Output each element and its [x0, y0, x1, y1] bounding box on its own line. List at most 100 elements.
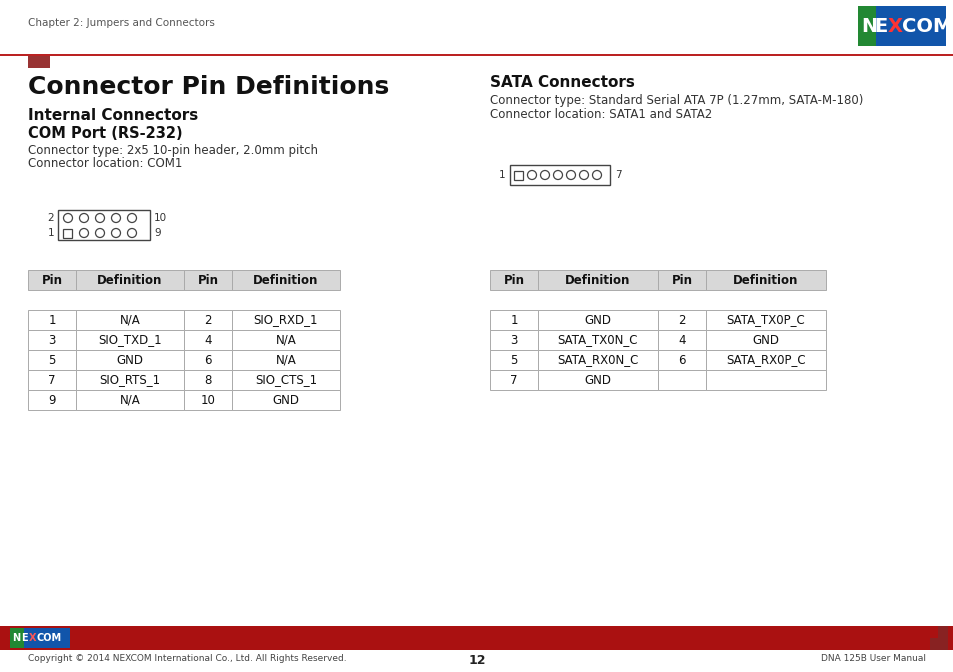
Bar: [0, 54, 953, 56]
Bar: [705, 330, 825, 350]
Bar: [10, 628, 70, 648]
Text: X: X: [29, 633, 36, 643]
Bar: [184, 390, 232, 410]
Text: 7: 7: [49, 374, 55, 386]
Text: 1: 1: [497, 170, 504, 180]
Bar: [537, 350, 658, 370]
Text: 2: 2: [204, 314, 212, 327]
Bar: [705, 270, 825, 290]
Bar: [232, 350, 339, 370]
Text: 9: 9: [49, 394, 55, 407]
Text: Definition: Definition: [97, 274, 163, 286]
Bar: [64, 228, 72, 237]
Text: N/A: N/A: [275, 353, 296, 366]
Bar: [232, 330, 339, 350]
Text: SIO_RXD_1: SIO_RXD_1: [253, 314, 318, 327]
Text: 8: 8: [204, 374, 212, 386]
Bar: [184, 310, 232, 330]
Bar: [658, 270, 705, 290]
Text: Pin: Pin: [671, 274, 692, 286]
Bar: [76, 350, 184, 370]
Text: 1: 1: [48, 228, 54, 238]
Text: GND: GND: [116, 353, 143, 366]
Text: 6: 6: [204, 353, 212, 366]
Text: 12: 12: [468, 654, 485, 667]
Text: COM Port (RS-232): COM Port (RS-232): [28, 126, 182, 141]
Bar: [929, 638, 947, 650]
Bar: [76, 370, 184, 390]
Bar: [514, 171, 523, 179]
Bar: [0, 626, 953, 650]
Text: N: N: [12, 633, 20, 643]
Text: E: E: [21, 633, 28, 643]
Bar: [490, 370, 537, 390]
Bar: [28, 350, 76, 370]
Bar: [490, 270, 537, 290]
Bar: [76, 270, 184, 290]
Text: 6: 6: [678, 353, 685, 366]
Bar: [76, 330, 184, 350]
Bar: [184, 330, 232, 350]
Text: Connector location: SATA1 and SATA2: Connector location: SATA1 and SATA2: [490, 108, 712, 121]
Text: N/A: N/A: [275, 333, 296, 347]
Text: 1: 1: [510, 314, 517, 327]
Text: Internal Connectors: Internal Connectors: [28, 108, 198, 123]
Bar: [28, 270, 76, 290]
Bar: [537, 370, 658, 390]
Text: GND: GND: [584, 374, 611, 386]
Text: 9: 9: [153, 228, 160, 238]
Bar: [232, 390, 339, 410]
Bar: [537, 310, 658, 330]
Text: 2: 2: [678, 314, 685, 327]
Bar: [490, 350, 537, 370]
Bar: [76, 390, 184, 410]
Bar: [705, 310, 825, 330]
Text: 7: 7: [615, 170, 621, 180]
Bar: [937, 626, 947, 638]
Text: Definition: Definition: [565, 274, 630, 286]
Bar: [658, 370, 705, 390]
Text: Definition: Definition: [253, 274, 318, 286]
Text: Pin: Pin: [503, 274, 524, 286]
Bar: [857, 6, 945, 46]
Bar: [510, 165, 609, 185]
Text: SATA_RX0N_C: SATA_RX0N_C: [557, 353, 638, 366]
Bar: [537, 270, 658, 290]
Text: 10: 10: [200, 394, 215, 407]
Bar: [658, 350, 705, 370]
Bar: [658, 330, 705, 350]
Bar: [490, 330, 537, 350]
Bar: [76, 310, 184, 330]
Text: 4: 4: [678, 333, 685, 347]
Text: SIO_TXD_1: SIO_TXD_1: [98, 333, 162, 347]
Text: 4: 4: [204, 333, 212, 347]
Text: Definition: Definition: [733, 274, 798, 286]
Bar: [490, 310, 537, 330]
Text: N/A: N/A: [119, 394, 140, 407]
Text: Connector location: COM1: Connector location: COM1: [28, 157, 182, 170]
Bar: [58, 210, 150, 240]
Bar: [705, 350, 825, 370]
Bar: [658, 310, 705, 330]
Text: Pin: Pin: [42, 274, 63, 286]
Text: GND: GND: [752, 333, 779, 347]
Bar: [0, 650, 953, 672]
Text: 3: 3: [510, 333, 517, 347]
Text: 5: 5: [49, 353, 55, 366]
Bar: [28, 370, 76, 390]
Bar: [232, 270, 339, 290]
Text: SATA_TX0P_C: SATA_TX0P_C: [726, 314, 804, 327]
Bar: [184, 350, 232, 370]
Text: N/A: N/A: [119, 314, 140, 327]
Text: GND: GND: [584, 314, 611, 327]
Text: X: X: [887, 17, 902, 36]
Bar: [0, 0, 953, 55]
Text: COM: COM: [901, 17, 951, 36]
Text: E: E: [873, 17, 886, 36]
Text: Connector Pin Definitions: Connector Pin Definitions: [28, 75, 389, 99]
Bar: [184, 370, 232, 390]
Text: SIO_CTS_1: SIO_CTS_1: [254, 374, 316, 386]
Text: 5: 5: [510, 353, 517, 366]
Bar: [28, 390, 76, 410]
Bar: [184, 270, 232, 290]
